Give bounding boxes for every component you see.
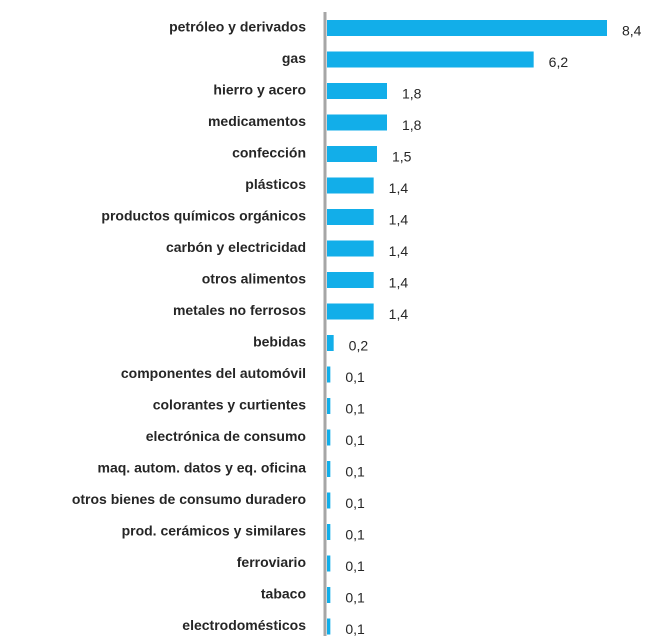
value-label: 1,4 — [389, 243, 409, 259]
bar — [327, 83, 387, 99]
category-label: tabaco — [261, 586, 306, 602]
bar — [327, 524, 331, 540]
value-label: 0,1 — [345, 369, 365, 385]
value-label: 0,1 — [345, 590, 365, 606]
value-label: 0,1 — [345, 432, 365, 448]
bar — [327, 587, 331, 603]
category-label: electrónica de consumo — [146, 428, 306, 444]
category-label: maq. autom. datos y eq. oficina — [98, 460, 307, 476]
category-label: colorantes y curtientes — [153, 397, 306, 413]
bar — [327, 492, 331, 509]
category-label: gas — [282, 50, 306, 66]
category-label: carbón y electricidad — [166, 239, 306, 255]
value-label: 1,4 — [389, 306, 409, 322]
bar — [327, 146, 377, 162]
bar — [327, 429, 331, 446]
category-label: bebidas — [253, 334, 306, 350]
value-label: 0,1 — [345, 621, 365, 636]
bar — [327, 335, 334, 351]
bar — [327, 272, 374, 288]
category-label: ferroviario — [237, 554, 306, 570]
value-label: 1,8 — [402, 117, 422, 133]
category-label: confección — [232, 145, 306, 161]
value-label: 0,1 — [345, 495, 365, 511]
value-label: 1,4 — [389, 275, 409, 291]
category-label: electrodomésticos — [182, 617, 306, 633]
value-label: 1,8 — [402, 86, 422, 102]
bar — [327, 114, 387, 131]
bar — [327, 618, 331, 635]
category-label: otros alimentos — [202, 271, 306, 287]
value-label: 1,4 — [389, 180, 409, 196]
category-label: hierro y acero — [213, 82, 306, 98]
category-label: componentes del automóvil — [121, 365, 306, 381]
category-label: otros bienes de consumo duradero — [72, 491, 306, 507]
bar — [327, 20, 607, 36]
value-label: 0,1 — [345, 558, 365, 574]
bar — [327, 303, 374, 320]
value-label: 8,4 — [622, 23, 642, 39]
value-label: 1,4 — [389, 212, 409, 228]
bar — [327, 51, 534, 68]
category-label: plásticos — [245, 176, 306, 192]
value-label: 0,1 — [345, 401, 365, 417]
bar — [327, 209, 374, 225]
bar — [327, 240, 374, 257]
bar — [327, 398, 331, 414]
bar — [327, 177, 374, 194]
category-label: medicamentos — [208, 113, 306, 129]
value-label: 0,2 — [349, 338, 369, 354]
bar — [327, 461, 331, 477]
category-label: productos químicos orgánicos — [101, 208, 306, 224]
value-label: 0,1 — [345, 464, 365, 480]
category-label: metales no ferrosos — [173, 302, 306, 318]
value-label: 6,2 — [549, 54, 569, 70]
bar — [327, 555, 331, 572]
category-label: prod. cerámicos y similares — [122, 523, 307, 539]
bar — [327, 366, 331, 383]
value-label: 0,1 — [345, 527, 365, 543]
category-label: petróleo y derivados — [169, 19, 306, 35]
value-label: 1,5 — [392, 149, 412, 165]
